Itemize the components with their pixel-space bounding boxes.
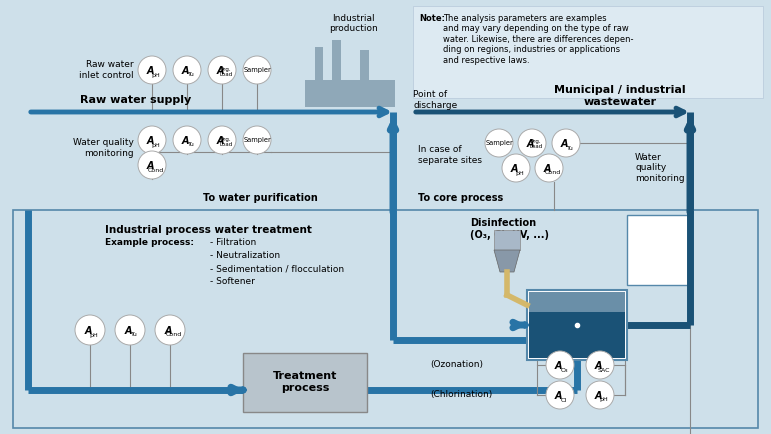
Circle shape bbox=[115, 315, 145, 345]
Circle shape bbox=[75, 315, 105, 345]
Text: pH: pH bbox=[600, 398, 608, 402]
Bar bbox=[529, 310, 625, 358]
Text: Load: Load bbox=[220, 141, 233, 147]
Text: Disinfection
(O₃, Cl, UV, ...): Disinfection (O₃, Cl, UV, ...) bbox=[470, 218, 549, 240]
Text: A: A bbox=[84, 326, 92, 336]
Text: To core process: To core process bbox=[418, 193, 503, 203]
Bar bbox=[315, 47, 323, 62]
Bar bbox=[627, 215, 690, 285]
Text: Treatment
process: Treatment process bbox=[273, 371, 337, 393]
Text: Raw water supply: Raw water supply bbox=[80, 95, 191, 105]
Text: Industrial process water treatment: Industrial process water treatment bbox=[105, 225, 312, 235]
Text: Tu: Tu bbox=[187, 72, 194, 78]
Circle shape bbox=[138, 151, 166, 179]
Text: A: A bbox=[146, 161, 153, 171]
Text: Tu: Tu bbox=[130, 332, 137, 338]
Text: A: A bbox=[594, 391, 601, 401]
Text: A: A bbox=[510, 164, 518, 174]
Circle shape bbox=[208, 126, 236, 154]
Circle shape bbox=[586, 351, 614, 379]
Text: In case of
separate sites: In case of separate sites bbox=[418, 145, 482, 164]
Text: - Filtration: - Filtration bbox=[210, 238, 256, 247]
Circle shape bbox=[546, 381, 574, 409]
Text: A: A bbox=[146, 136, 153, 146]
Text: Cond: Cond bbox=[545, 171, 561, 175]
Text: Cond: Cond bbox=[148, 168, 164, 172]
FancyBboxPatch shape bbox=[13, 210, 758, 428]
Text: To water purification: To water purification bbox=[203, 193, 318, 203]
Bar bbox=[360, 50, 369, 65]
Text: A: A bbox=[181, 66, 189, 76]
Text: pH: pH bbox=[152, 142, 160, 148]
Text: Org.: Org. bbox=[221, 66, 232, 72]
Circle shape bbox=[243, 56, 271, 84]
Text: A: A bbox=[164, 326, 172, 336]
Text: A: A bbox=[181, 136, 189, 146]
Circle shape bbox=[173, 56, 201, 84]
Text: A: A bbox=[527, 139, 534, 149]
Circle shape bbox=[243, 126, 271, 154]
FancyBboxPatch shape bbox=[413, 6, 763, 98]
Circle shape bbox=[535, 154, 563, 182]
Text: Note:: Note: bbox=[419, 14, 445, 23]
Text: O₃: O₃ bbox=[561, 368, 567, 372]
Text: Tu: Tu bbox=[567, 145, 574, 151]
Text: Load: Load bbox=[530, 145, 543, 149]
Circle shape bbox=[552, 129, 580, 157]
Text: A: A bbox=[554, 391, 562, 401]
Text: Org.: Org. bbox=[221, 137, 232, 141]
Text: A: A bbox=[124, 326, 132, 336]
Text: Sampler: Sampler bbox=[485, 140, 513, 146]
Text: Example process:: Example process: bbox=[105, 238, 194, 247]
Bar bbox=[494, 230, 520, 250]
Text: Org.: Org. bbox=[530, 139, 542, 145]
Text: Cl: Cl bbox=[561, 398, 567, 402]
Text: (Ozonation): (Ozonation) bbox=[430, 361, 483, 369]
Circle shape bbox=[518, 129, 546, 157]
Text: - Neutralization: - Neutralization bbox=[210, 251, 280, 260]
Circle shape bbox=[502, 154, 530, 182]
Circle shape bbox=[485, 129, 513, 157]
Text: Point of
discharge: Point of discharge bbox=[413, 90, 457, 110]
Text: Sampler: Sampler bbox=[243, 67, 271, 73]
Text: Industrial
production: Industrial production bbox=[328, 14, 377, 33]
Text: A: A bbox=[216, 136, 224, 146]
Text: The analysis parameters are examples
and may vary depending on the type of raw
w: The analysis parameters are examples and… bbox=[443, 14, 634, 65]
Text: Load: Load bbox=[220, 72, 233, 76]
Bar bbox=[529, 292, 625, 312]
Text: SAC: SAC bbox=[598, 368, 611, 372]
Text: Cond: Cond bbox=[166, 332, 182, 338]
Text: Municipal / industrial
wastewater: Municipal / industrial wastewater bbox=[554, 85, 686, 107]
Text: A: A bbox=[594, 361, 601, 371]
Text: - Sedimentation / flocculation: - Sedimentation / flocculation bbox=[210, 264, 344, 273]
Text: A: A bbox=[146, 66, 153, 76]
Bar bbox=[332, 40, 341, 55]
Text: - Softener: - Softener bbox=[210, 277, 255, 286]
Text: A: A bbox=[544, 164, 550, 174]
Text: Raw water
inlet control: Raw water inlet control bbox=[79, 60, 134, 80]
Text: A: A bbox=[216, 66, 224, 76]
Text: pH: pH bbox=[152, 72, 160, 78]
FancyBboxPatch shape bbox=[243, 353, 367, 412]
Circle shape bbox=[173, 126, 201, 154]
Text: Water
quality
monitoring: Water quality monitoring bbox=[635, 153, 685, 183]
Circle shape bbox=[586, 381, 614, 409]
Text: A: A bbox=[561, 139, 567, 149]
Text: pH: pH bbox=[516, 171, 524, 175]
Text: Tu: Tu bbox=[187, 142, 194, 148]
Polygon shape bbox=[305, 55, 395, 107]
Bar bbox=[527, 290, 627, 360]
Circle shape bbox=[208, 56, 236, 84]
Circle shape bbox=[546, 351, 574, 379]
Text: A: A bbox=[554, 361, 562, 371]
Circle shape bbox=[155, 315, 185, 345]
Text: Water quality
monitoring: Water quality monitoring bbox=[73, 138, 134, 158]
Circle shape bbox=[138, 56, 166, 84]
Text: (Chlorination): (Chlorination) bbox=[430, 391, 492, 400]
Text: Sampler: Sampler bbox=[243, 137, 271, 143]
Circle shape bbox=[138, 126, 166, 154]
Polygon shape bbox=[494, 250, 520, 272]
Text: pH: pH bbox=[89, 332, 99, 338]
